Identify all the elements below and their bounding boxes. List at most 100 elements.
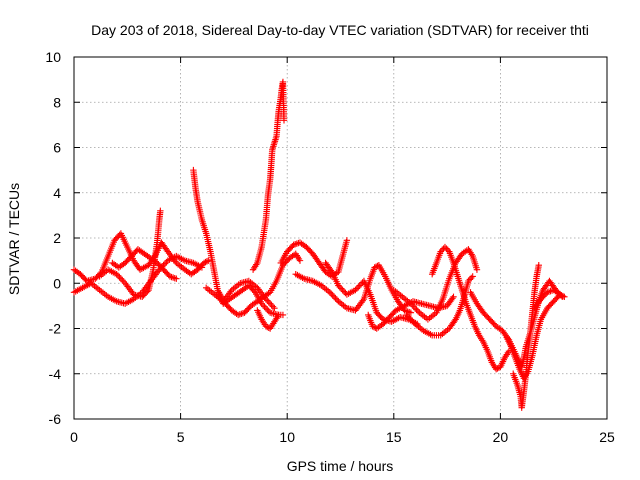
data-point <box>338 285 345 292</box>
data-point <box>144 288 151 295</box>
data-point <box>202 258 209 266</box>
y-tick-label: 4 <box>53 185 61 201</box>
series-track-19 <box>109 246 180 282</box>
data-point <box>262 304 270 312</box>
x-tick-label: 15 <box>386 429 402 445</box>
series-track-13 <box>403 273 476 339</box>
data-point <box>411 304 419 312</box>
data-point <box>468 274 475 282</box>
data-point <box>340 288 348 295</box>
x-tick-label: 25 <box>599 429 615 445</box>
data-point <box>262 295 270 303</box>
data-point <box>250 287 258 295</box>
data-point <box>157 207 164 215</box>
data-point <box>413 306 420 313</box>
data-point <box>352 286 359 294</box>
data-point <box>473 266 481 273</box>
series-track-20 <box>202 277 278 312</box>
data-point <box>173 275 180 282</box>
data-point <box>261 303 268 310</box>
data-point <box>355 283 362 291</box>
data-point <box>469 273 476 280</box>
data-point <box>437 248 444 255</box>
data-point <box>465 277 472 285</box>
data-point <box>441 243 449 251</box>
chart-title: Day 203 of 2018, Sidereal Day-to-day VTE… <box>91 22 589 38</box>
data-point <box>407 316 415 323</box>
data-point <box>407 309 415 316</box>
data-point <box>492 366 500 373</box>
data-point <box>205 257 212 264</box>
grid-lines <box>74 57 607 419</box>
data-point <box>403 311 410 319</box>
data-point <box>203 258 211 265</box>
y-tick-label: -4 <box>49 366 62 382</box>
data-point <box>438 246 446 254</box>
data-point <box>332 295 339 302</box>
x-tick-label: 5 <box>177 429 185 445</box>
data-point <box>404 313 412 320</box>
series-track-9 <box>292 261 415 316</box>
data-point <box>450 293 457 301</box>
data-point <box>200 259 208 267</box>
data-point <box>535 261 542 269</box>
data-point <box>296 257 304 264</box>
data-point <box>328 290 335 298</box>
data-point <box>280 117 288 124</box>
data-point <box>266 300 274 307</box>
data-point <box>444 246 452 254</box>
data-point <box>327 267 335 274</box>
y-tick-label: 2 <box>53 230 61 246</box>
series-track-14 <box>428 243 513 373</box>
data-point <box>406 314 413 322</box>
data-point <box>407 300 415 307</box>
data-point <box>264 297 271 304</box>
data-point <box>449 295 456 302</box>
data-point <box>117 275 125 282</box>
series-track-18 <box>503 291 564 382</box>
data-point <box>339 286 346 294</box>
y-tick-label: -2 <box>49 321 62 337</box>
y-tick-label: 6 <box>53 140 61 156</box>
data-point <box>275 311 282 319</box>
data-point <box>561 293 568 301</box>
data-point <box>343 237 351 244</box>
data-points <box>70 78 568 411</box>
data-point <box>258 300 265 307</box>
data-point <box>409 317 416 325</box>
y-tick-label: 10 <box>45 49 61 65</box>
data-point <box>451 317 458 325</box>
series-track-12 <box>390 246 481 323</box>
data-point <box>466 276 474 283</box>
data-point <box>409 301 416 309</box>
data-point <box>556 291 564 298</box>
y-axis-label: SDTVAR / TECUs <box>6 183 22 295</box>
x-tick-label: 20 <box>493 429 509 445</box>
data-point <box>271 304 278 312</box>
data-point <box>259 301 267 309</box>
data-point <box>336 283 343 291</box>
data-point <box>353 285 361 292</box>
series-track-8 <box>277 237 351 280</box>
data-point <box>356 282 363 289</box>
data-point <box>114 272 122 279</box>
y-tick-label: 0 <box>53 275 61 291</box>
data-point <box>330 293 338 301</box>
data-point <box>335 282 342 289</box>
x-tick-label: 10 <box>279 429 295 445</box>
data-point <box>494 365 501 372</box>
data-point <box>410 319 417 326</box>
data-point <box>268 301 275 309</box>
data-point <box>119 277 126 284</box>
data-point <box>113 271 120 278</box>
y-tick-label: 8 <box>53 94 61 110</box>
data-point <box>555 292 563 300</box>
axes: 0 5 10 15 20 25 -6 -4 -2 0 2 4 6 8 10 <box>45 49 615 445</box>
data-point <box>198 264 206 271</box>
series-track-6 <box>254 307 282 332</box>
data-point <box>410 303 417 310</box>
data-point <box>333 296 341 304</box>
x-tick-label: 0 <box>70 429 78 445</box>
x-axis-label: GPS time / hours <box>287 458 394 474</box>
